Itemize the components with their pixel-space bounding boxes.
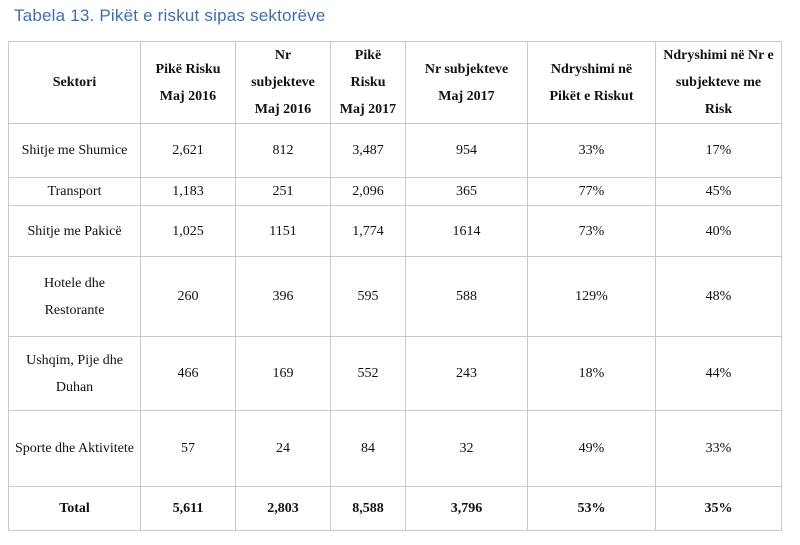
table-cell: 3,487	[330, 123, 406, 178]
table-cell: 2,621	[140, 123, 236, 178]
table-cell: 251	[235, 177, 331, 206]
table-cell: 8,588	[330, 486, 406, 531]
table-row: Shitje me Pakicë 1,025 1151 1,774 1614 7…	[8, 205, 782, 257]
table-cell: 3,796	[405, 486, 528, 531]
table-cell: 954	[405, 123, 528, 178]
table-cell: Transport	[8, 177, 141, 206]
table-cell: 57	[140, 410, 236, 487]
table-cell: 1614	[405, 205, 528, 257]
table-cell: 2,096	[330, 177, 406, 206]
column-header: Nr subjekteve Maj 2016	[235, 41, 331, 124]
table-cell: 1151	[235, 205, 331, 257]
table-cell: 588	[405, 256, 528, 337]
column-header: Pikë Risku Maj 2017	[330, 41, 406, 124]
table-cell: 24	[235, 410, 331, 487]
table-cell: 53%	[527, 486, 656, 531]
table-row: Shitje me Shumice 2,621 812 3,487 954 33…	[8, 123, 782, 178]
table-cell: 396	[235, 256, 331, 337]
table-cell: 260	[140, 256, 236, 337]
column-header: Pikë Risku Maj 2016	[140, 41, 236, 124]
table-cell: 595	[330, 256, 406, 337]
table-cell: 44%	[655, 336, 782, 411]
table-cell: 2,803	[235, 486, 331, 531]
table-cell: 129%	[527, 256, 656, 337]
table-cell: 812	[235, 123, 331, 178]
table-cell: Shitje me Pakicë	[8, 205, 141, 257]
table-cell: 84	[330, 410, 406, 487]
table-cell: 73%	[527, 205, 656, 257]
table-cell: 17%	[655, 123, 782, 178]
table-cell: 1,025	[140, 205, 236, 257]
column-header: Nr subjekteve Maj 2017	[405, 41, 528, 124]
risk-points-table: Sektori Pikë Risku Maj 2016 Nr subjektev…	[8, 41, 782, 531]
table-row: Sporte dhe Aktivitete 57 24 84 32 49% 33…	[8, 410, 782, 487]
total-row: Total 5,611 2,803 8,588 3,796 53% 35%	[8, 486, 782, 531]
table-cell: 243	[405, 336, 528, 411]
table-cell: Sporte dhe Aktivitete	[8, 410, 141, 487]
table-cell: 40%	[655, 205, 782, 257]
table-cell: Ushqim, Pije dhe Duhan	[8, 336, 141, 411]
table-caption: Tabela 13. Pikët e riskut sipas sektorëv…	[14, 6, 326, 25]
table-cell: 18%	[527, 336, 656, 411]
table-cell: 5,611	[140, 486, 236, 531]
table-cell: 49%	[527, 410, 656, 487]
table-cell: 169	[235, 336, 331, 411]
table-cell: Hotele dhe Restorante	[8, 256, 141, 337]
table-row: Hotele dhe Restorante 260 396 595 588 12…	[8, 256, 782, 337]
table-cell: 1,183	[140, 177, 236, 206]
table-cell: 48%	[655, 256, 782, 337]
table-cell: Total	[8, 486, 141, 531]
table-cell: 45%	[655, 177, 782, 206]
table-cell: 466	[140, 336, 236, 411]
table-cell: Shitje me Shumice	[8, 123, 141, 178]
table-cell: 32	[405, 410, 528, 487]
table-cell: 33%	[655, 410, 782, 487]
table-cell: 365	[405, 177, 528, 206]
column-header: Ndryshimi në Nr e subjekteve me Risk	[655, 41, 782, 124]
table-cell: 77%	[527, 177, 656, 206]
table-row: Ushqim, Pije dhe Duhan 466 169 552 243 1…	[8, 336, 782, 411]
table-cell: 1,774	[330, 205, 406, 257]
table-cell: 33%	[527, 123, 656, 178]
column-header: Ndryshimi në Pikët e Riskut	[527, 41, 656, 124]
table-cell: 552	[330, 336, 406, 411]
column-header: Sektori	[8, 41, 141, 124]
header-row: Sektori Pikë Risku Maj 2016 Nr subjektev…	[8, 41, 782, 124]
table-row: Transport 1,183 251 2,096 365 77% 45%	[8, 177, 782, 206]
table-cell: 35%	[655, 486, 782, 531]
